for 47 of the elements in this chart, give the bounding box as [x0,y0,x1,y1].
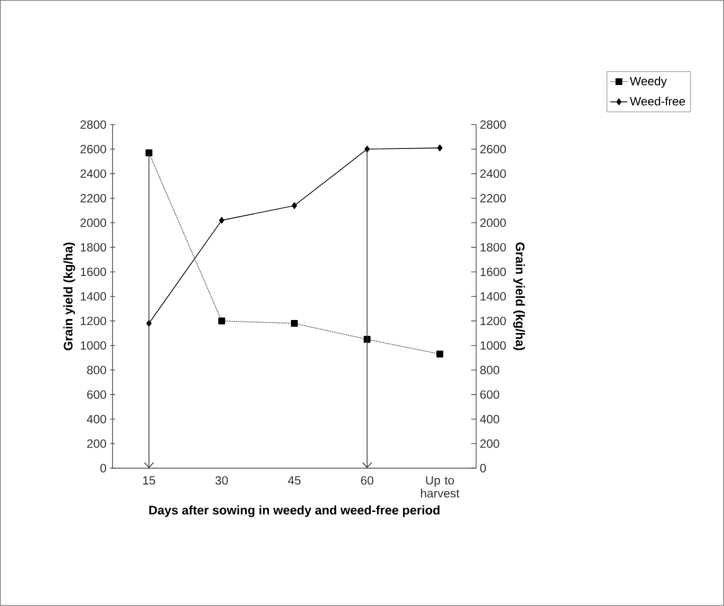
x-axis-title: Days after sowing in weedy and weed-free period [149,505,440,518]
y2-tick-label: 1400 [480,292,506,301]
y-axis-title: Grain yield (kg/ha) [63,242,76,350]
y2-tick-label: 200 [480,439,500,448]
y-tick-label: 2800 [80,120,106,129]
y-tick-label: 2000 [80,218,106,228]
y2-tick-label: 2000 [480,218,506,228]
y-tick-label: 2600 [80,145,106,154]
y2-tick-label: 2600 [480,145,506,154]
legend-label: Weed-free [630,96,685,106]
y2-tick-label: 1800 [480,243,506,252]
y-tick-label: 1200 [80,316,106,326]
y-tick-label: 1600 [80,268,106,276]
y2-tick-label: 2200 [480,194,506,203]
x-tick-label: 45 [288,476,301,485]
point [437,144,442,152]
point [218,318,226,324]
x-tick-label: Up to harvest [421,476,460,498]
y2-tick-label: 400 [480,414,500,424]
legend-label: Weedy [630,76,667,88]
y2-tick-label: 2400 [480,170,506,178]
y-tick-label: 200 [87,439,106,448]
y2-axis-title: Grain yield (kg/ha) [513,242,525,350]
x-tick-label: 15 [143,476,156,485]
y-tick-label: 1400 [80,292,106,301]
y2-tick-label: 1200 [480,316,506,326]
y-tick-label: 2400 [80,170,106,178]
y2-tick-label: 600 [480,390,500,399]
y-tick-label: 400 [86,414,106,424]
point [292,202,298,210]
point [436,350,444,358]
y2-tick-label: 2800 [480,120,506,129]
x-tick-label: 30 [215,476,228,485]
x-tick-label: 60 [361,476,374,485]
y-tick-label: 1800 [80,243,106,252]
y2-tick-label: 800 [480,366,500,374]
point [290,320,298,327]
point [146,150,152,156]
point [219,217,224,224]
y2-tick-label: 1600 [480,268,506,276]
y-tick-label: 800 [87,366,106,374]
y2-tick-label: 1000 [480,341,506,350]
y-tick-label: 0 [100,464,106,472]
y2-tick-label: 0 [480,464,486,472]
y-tick-label: 2200 [80,194,106,203]
y-tick-label: 1000 [80,341,106,350]
y-tick-label: 600 [87,390,106,399]
